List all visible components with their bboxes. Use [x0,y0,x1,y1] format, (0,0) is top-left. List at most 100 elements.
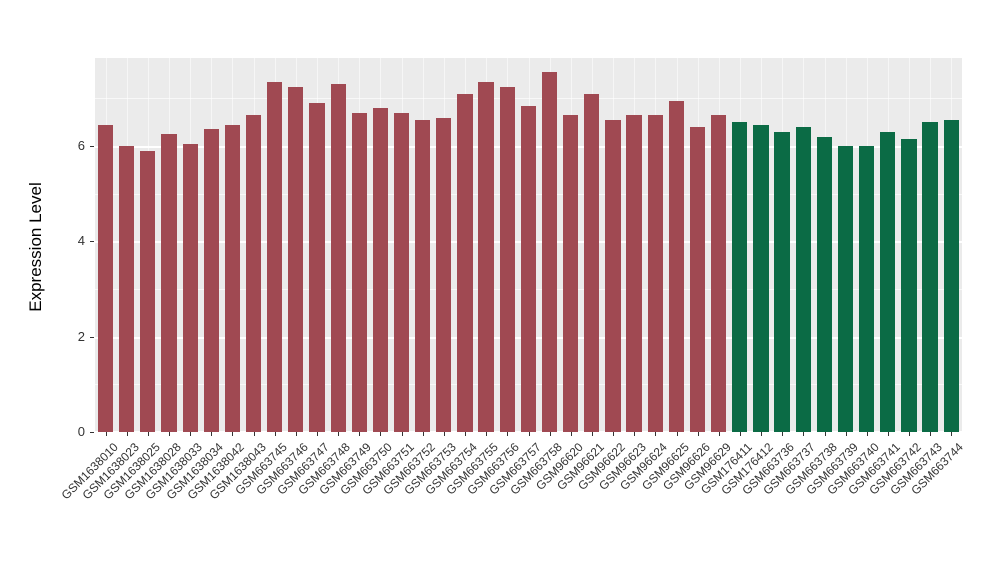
bar [97,124,114,432]
x-tick-mark [570,432,572,436]
bar [541,72,558,432]
bar [372,108,388,432]
x-tick-mark [422,432,424,436]
x-tick-mark [655,432,657,436]
bar [520,105,536,432]
x-tick-mark [718,432,720,436]
bars-container [95,58,962,432]
x-tick-mark [549,432,551,436]
bar [415,119,431,432]
x-tick-mark [253,432,255,436]
bar-slot [243,58,264,432]
y-tick-mark [90,336,94,338]
x-tick-mark [295,432,297,436]
bar [499,86,515,432]
bar-slot [222,58,243,432]
bar-slot [137,58,158,432]
y-tick-label: 6 [77,138,85,154]
bar [584,93,600,432]
bar [605,119,621,432]
x-tick-mark [232,432,234,436]
bar-slot [95,58,116,432]
bar-slot [581,58,602,432]
y-tick-mark [90,146,94,148]
minor-gridline [95,98,962,100]
bar [140,150,156,432]
x-tick-mark [591,432,593,436]
bar [457,93,473,432]
bar-slot [856,58,877,432]
x-tick-mark [507,432,509,436]
x-tick-mark [697,432,699,436]
bar-slot [624,58,645,432]
y-tick-label: 0 [77,424,85,439]
bar [922,122,938,432]
bar-slot [708,58,729,432]
bar [795,127,811,432]
bar [943,119,959,432]
bar [351,112,367,432]
bar-slot [560,58,581,432]
x-tick-mark [824,432,826,436]
bar-slot [497,58,518,432]
bar [119,146,135,432]
bar [309,103,325,432]
bar [224,124,241,432]
x-tick-mark [486,432,488,436]
y-tick-label: 2 [77,328,85,344]
x-tick-mark [930,432,932,436]
x-tick-mark [465,432,467,436]
x-tick-mark [951,432,953,436]
bar-slot [476,58,497,432]
y-tick-label: 4 [77,233,85,249]
bar-slot [518,58,539,432]
bar [203,129,219,432]
bar-slot [898,58,919,432]
x-tick-mark [443,432,445,436]
bar [436,117,452,432]
bar-slot [412,58,433,432]
x-tick-mark [676,432,678,436]
y-tick-mark [90,432,94,433]
bar [182,143,198,432]
bar-slot [877,58,898,432]
x-tick-mark [211,432,213,436]
x-tick-mark [401,432,403,436]
bar-slot [180,58,201,432]
x-tick-mark [169,432,170,436]
bar-slot [919,58,940,432]
bar [478,81,494,432]
bar [711,115,727,432]
bar-slot [116,58,137,432]
bar-slot [201,58,222,432]
x-tick-mark [528,432,530,436]
bar-slot [750,58,771,432]
bar-slot [264,58,285,432]
bar-slot [306,58,327,432]
x-tick-mark [105,432,107,436]
bar [753,124,769,432]
bar [563,115,579,432]
y-tick-mark [90,241,94,243]
x-tick-mark [634,432,636,436]
x-tick-mark [126,432,128,436]
bar [161,134,177,432]
y-axis-title: Expression Level [26,182,45,312]
bar-slot [687,58,708,432]
bar-slot [814,58,835,432]
bar-slot [793,58,814,432]
x-tick-mark [359,432,361,436]
bar-slot [328,58,349,432]
x-tick-mark [909,432,911,436]
bar-slot [285,58,306,432]
bar-slot [370,58,391,432]
x-tick-mark [761,432,763,436]
x-tick-mark [338,432,340,436]
x-tick-mark [147,432,149,436]
bar [267,81,283,432]
bar [288,86,304,432]
bar [732,122,748,432]
x-tick-mark [274,432,276,436]
bar-slot [391,58,412,432]
